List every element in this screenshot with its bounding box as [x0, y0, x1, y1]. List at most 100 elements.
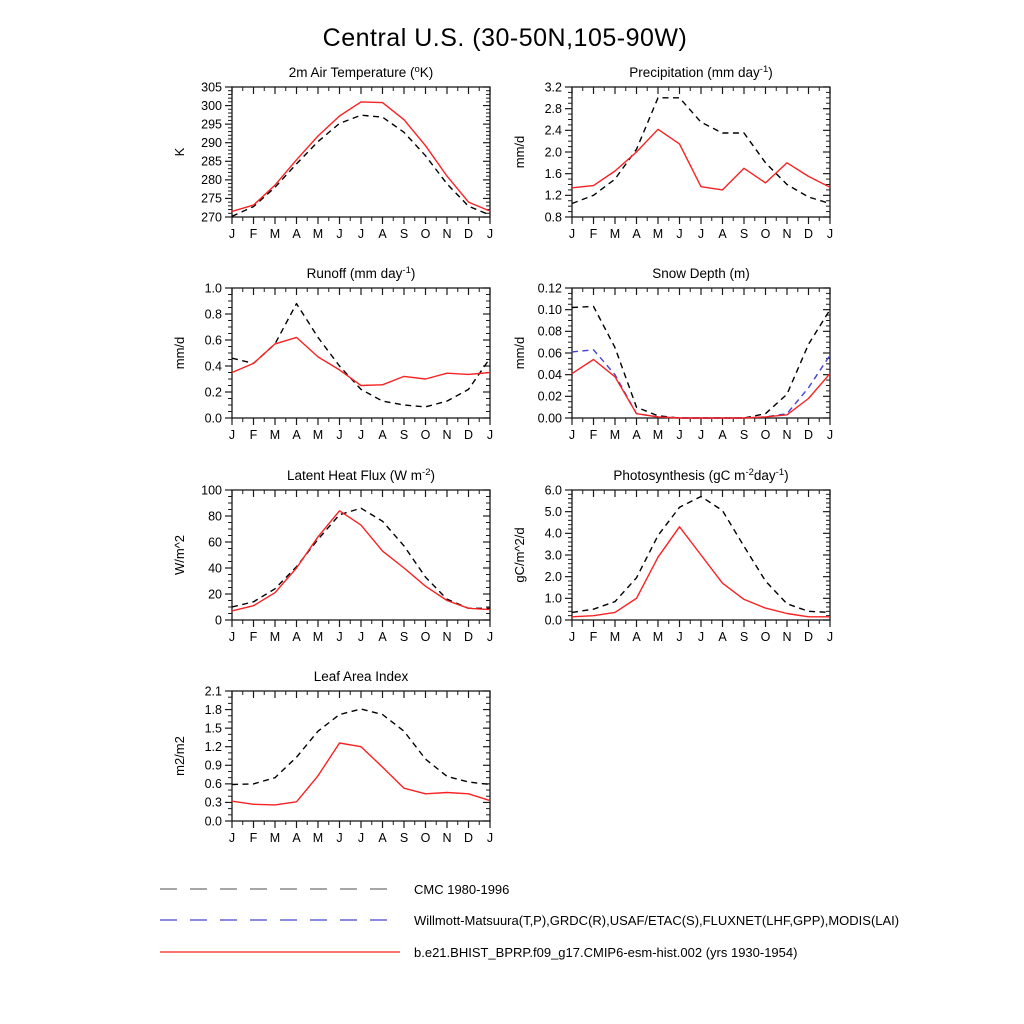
series-line-obs — [231, 302, 491, 408]
y-tick-label: 0.0 — [205, 411, 222, 425]
y-tick-label: 0.9 — [205, 759, 222, 773]
x-tick-label: F — [250, 428, 258, 442]
x-tick-label: J — [336, 630, 342, 644]
x-tick-label: M — [610, 630, 620, 644]
x-tick-label: N — [442, 831, 451, 845]
x-tick-label: O — [421, 831, 431, 845]
series-line-model — [231, 742, 491, 806]
panel-title: Latent Heat Flux (W m-2) — [287, 467, 435, 483]
series-line-obs — [571, 97, 831, 205]
x-tick-label: O — [761, 630, 771, 644]
series-line-cmc — [571, 305, 831, 419]
x-tick-label: N — [782, 630, 791, 644]
x-tick-label: M — [270, 630, 280, 644]
x-tick-label: J — [827, 630, 833, 644]
y-tick-label: 0.0 — [205, 814, 222, 828]
y-tick-label: 0.06 — [538, 346, 562, 360]
x-tick-label: N — [782, 227, 791, 241]
legend-row-model: b.e21.BHIST_BPRP.f09_g17.CMIP6-esm-hist.… — [158, 944, 797, 960]
x-tick-label: F — [590, 428, 598, 442]
series-line-obs — [571, 349, 831, 419]
legend-row-cmc: CMC 1980-1996 — [158, 881, 509, 897]
x-tick-label: F — [250, 227, 258, 241]
x-tick-label: J — [569, 227, 575, 241]
y-tick-label: 0.00 — [538, 411, 562, 425]
y-tick-label: 0.3 — [205, 796, 222, 810]
x-tick-label: A — [718, 227, 727, 241]
x-tick-label: J — [336, 428, 342, 442]
x-tick-label: M — [313, 831, 323, 845]
x-tick-label: J — [336, 227, 342, 241]
y-tick-label: 3.0 — [545, 548, 562, 562]
x-tick-label: N — [782, 428, 791, 442]
y-tick-label: 2.0 — [545, 145, 562, 159]
x-tick-label: J — [676, 227, 682, 241]
y-axis-label: W/m^2 — [172, 535, 187, 575]
leaf-area-index-chart: J F M A M J J A S O N D J0.00.30.60.91.21.51.82.1Lea… — [172, 669, 493, 845]
x-tick-label: A — [718, 428, 727, 442]
legend-line-model — [160, 951, 400, 953]
legend-label-cmc: CMC 1980-1996 — [414, 881, 510, 897]
x-tick-label: D — [464, 227, 473, 241]
series-line-model — [571, 526, 830, 618]
x-tick-label: J — [569, 428, 575, 442]
y-tick-label: 1.6 — [545, 167, 562, 181]
x-tick-label: J — [358, 630, 364, 644]
x-tick-label: S — [740, 227, 748, 241]
series-line-model — [231, 101, 491, 213]
y-tick-label: 0.4 — [205, 359, 222, 373]
y-tick-label: 2.0 — [545, 570, 562, 584]
x-tick-label: J — [358, 831, 364, 845]
y-tick-label: 0.04 — [538, 368, 562, 382]
x-tick-label: A — [378, 227, 387, 241]
x-tick-label: M — [270, 227, 280, 241]
x-tick-label: J — [827, 227, 833, 241]
x-tick-label: M — [653, 428, 663, 442]
plot-frame — [571, 86, 831, 218]
x-tick-label: M — [653, 227, 663, 241]
x-tick-label: J — [358, 227, 364, 241]
y-axis-label: m2/m2 — [172, 736, 187, 776]
x-tick-label: O — [421, 227, 431, 241]
legend-label-model: b.e21.BHIST_BPRP.f09_g17.CMIP6-esm-hist.… — [414, 944, 798, 960]
x-tick-label: J — [698, 428, 704, 442]
x-tick-label: F — [250, 831, 258, 845]
x-tick-label: S — [400, 630, 408, 644]
x-tick-label: F — [590, 630, 598, 644]
x-tick-label: J — [229, 831, 235, 845]
x-tick-label: A — [718, 630, 727, 644]
x-tick-label: D — [804, 227, 813, 241]
legend-row-obs: Willmott-Matsuura(T,P),GRDC(R),USAF/ETAC… — [158, 912, 899, 928]
y-axis-label: mm/d — [512, 136, 527, 169]
x-tick-label: M — [610, 428, 620, 442]
x-tick-label: O — [421, 428, 431, 442]
legend-line-cmc — [160, 888, 400, 890]
x-tick-label: A — [632, 428, 641, 442]
y-tick-label: 0.08 — [538, 325, 562, 339]
x-tick-label: N — [442, 227, 451, 241]
series-line-model — [571, 358, 831, 419]
y-tick-label: 20 — [208, 587, 222, 601]
y-tick-label: 0.8 — [545, 210, 562, 224]
series-line-obs — [231, 114, 491, 217]
x-tick-label: A — [378, 630, 387, 644]
x-tick-label: A — [378, 428, 387, 442]
x-tick-label: O — [761, 227, 771, 241]
x-tick-label: F — [250, 630, 258, 644]
y-axis-label: mm/d — [512, 337, 527, 370]
y-tick-label: 0.8 — [205, 307, 222, 321]
x-tick-label: J — [487, 831, 493, 845]
y-tick-label: 1.0 — [545, 592, 562, 606]
x-tick-label: J — [487, 227, 493, 241]
x-tick-label: A — [632, 227, 641, 241]
x-tick-label: M — [313, 428, 323, 442]
x-tick-label: M — [270, 428, 280, 442]
panel-title: Runoff (mm day-1) — [307, 265, 416, 281]
x-tick-label: J — [336, 831, 342, 845]
y-tick-label: 5.0 — [545, 505, 562, 519]
series-line-obs — [571, 495, 831, 614]
y-tick-label: 3.2 — [545, 80, 562, 94]
